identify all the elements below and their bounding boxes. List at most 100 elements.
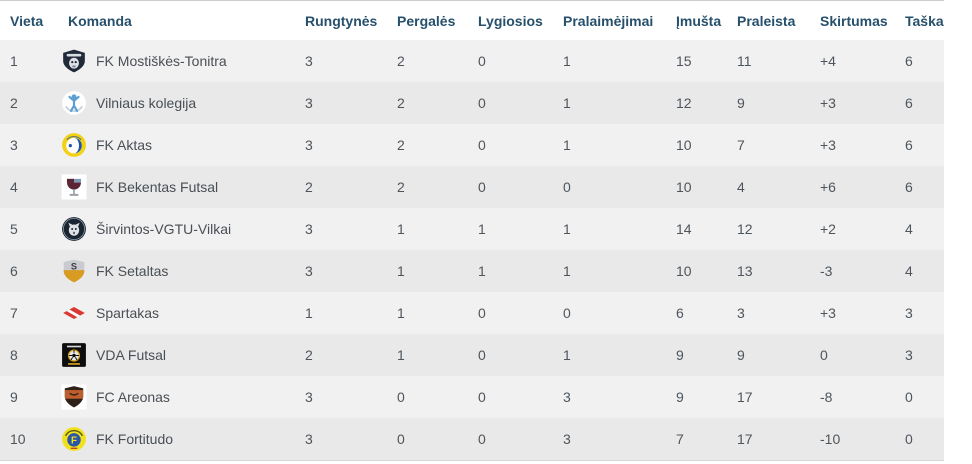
imusta-cell: 6	[676, 305, 684, 321]
rungtynes-cell: 3	[305, 389, 313, 405]
column-header-rungtynes: Rungtynės	[295, 0, 387, 40]
team-wrap: Spartakas	[61, 300, 295, 326]
taskai-cell: 6	[905, 53, 913, 69]
team-wrap: FC Areonas	[61, 384, 295, 410]
taskai-cell: 3	[905, 305, 913, 321]
pralaimejimai-cell: 3	[563, 389, 571, 405]
column-header-pralaimejimai: Pralaimėjimai	[553, 0, 666, 40]
column-header-komanda: Komanda	[58, 0, 295, 40]
praleista-cell: 13	[737, 263, 753, 279]
team-cell: FK Mostiškės-Tonitra	[58, 40, 295, 82]
imusta-cell: 10	[676, 137, 692, 153]
lygiosios-cell: 1	[478, 221, 486, 237]
lygiosios-cell: 0	[478, 431, 486, 447]
vieta-cell: 8	[10, 347, 18, 363]
taskai-cell: 6	[905, 95, 913, 111]
pralaimejimai-cell: 1	[563, 221, 571, 237]
table-row: 5 Širvintos-VGTU-Vilkai 3 1 1 1 14 12 +2 4	[0, 208, 944, 250]
taskai-cell: 0	[905, 431, 913, 447]
team-wrap: FK Mostiškės-Tonitra	[61, 48, 295, 74]
team-name: FK Fortitudo	[96, 431, 174, 447]
column-header-skirtumas: Skirtumas	[810, 0, 895, 40]
praleista-cell: 17	[737, 389, 753, 405]
skirtumas-cell: +3	[820, 137, 836, 153]
fk-bekentas-logo-icon	[61, 174, 87, 200]
column-header-imusta: Įmušta	[666, 0, 727, 40]
skirtumas-cell: 0	[820, 347, 828, 363]
rungtynes-cell: 3	[305, 137, 313, 153]
skirtumas-cell: -3	[820, 263, 833, 279]
fc-areonas-logo-icon	[61, 384, 87, 410]
pergales-cell: 1	[397, 263, 405, 279]
imusta-cell: 10	[676, 179, 692, 195]
column-header-vieta: Vieta	[0, 0, 58, 40]
pralaimejimai-cell: 3	[563, 431, 571, 447]
pergales-cell: 0	[397, 431, 405, 447]
vieta-cell: 1	[10, 53, 18, 69]
lygiosios-cell: 0	[478, 179, 486, 195]
praleista-cell: 3	[737, 305, 745, 321]
column-header-lygiosios: Lygiosios	[468, 0, 553, 40]
team-name: FK Mostiškės-Tonitra	[96, 53, 227, 69]
praleista-cell: 7	[737, 137, 745, 153]
pralaimejimai-cell: 0	[563, 305, 571, 321]
svg-text:F: F	[71, 436, 77, 447]
team-cell: Vilniaus kolegija	[58, 82, 295, 124]
taskai-cell: 0	[905, 389, 913, 405]
rungtynes-cell: 3	[305, 53, 313, 69]
team-cell: FK Aktas	[58, 124, 295, 166]
taskai-cell: 6	[905, 179, 913, 195]
column-header-taskai: Taškai	[895, 0, 944, 40]
team-name: FK Aktas	[96, 137, 153, 153]
table-row: 1 FK Mostiškės-Tonitra 3 2 0 1 15 11 +4 6	[0, 40, 944, 82]
imusta-cell: 10	[676, 263, 692, 279]
team-wrap: Širvintos-VGTU-Vilkai	[61, 216, 295, 242]
lygiosios-cell: 0	[478, 137, 486, 153]
vieta-cell: 4	[10, 179, 18, 195]
praleista-cell: 12	[737, 221, 753, 237]
team-wrap: FK Aktas	[61, 132, 295, 158]
table-row: 8 VDA Futsal 2 1 0 1 9 9 0 3	[0, 334, 944, 376]
table-row: 10 F FK Fortitudo 3 0 0 3 7 17 -10 0	[0, 418, 944, 461]
team-cell: VDA Futsal	[58, 334, 295, 376]
lygiosios-cell: 0	[478, 305, 486, 321]
table-row: 2 Vilniaus kolegija 3 2 0 1 12 9 +3 6	[0, 82, 944, 124]
column-header-pergales: Pergalės	[387, 0, 468, 40]
team-cell: S FK Setaltas	[58, 250, 295, 292]
header-row: Vieta Komanda Rungtynės Pergalės Lygiosios Pr…	[0, 0, 944, 40]
rungtynes-cell: 3	[305, 263, 313, 279]
table-row: 4 FK Bekentas Futsal 2 2 0 0 10 4 +6 6	[0, 166, 944, 208]
pergales-cell: 2	[397, 179, 405, 195]
rungtynes-cell: 2	[305, 179, 313, 195]
standings-body: 1 FK Mostiškės-Tonitra 3 2 0 1 15 11 +4 6 2 Vilniau…	[0, 40, 944, 461]
praleista-cell: 9	[737, 347, 745, 363]
fk-fortitudo-logo-icon: F	[61, 426, 87, 452]
rungtynes-cell: 2	[305, 347, 313, 363]
skirtumas-cell: +3	[820, 305, 836, 321]
team-name: Širvintos-VGTU-Vilkai	[96, 221, 232, 237]
team-name: VDA Futsal	[96, 347, 167, 363]
team-wrap: S FK Setaltas	[61, 258, 295, 284]
team-cell: Spartakas	[58, 292, 295, 334]
league-standings-table: Vieta Komanda Rungtynės Pergalės Lygiosios Pr…	[0, 0, 944, 461]
table-row: 3 FK Aktas 3 2 0 1 10 7 +3 6	[0, 124, 944, 166]
pralaimejimai-cell: 1	[563, 263, 571, 279]
skirtumas-cell: +2	[820, 221, 836, 237]
skirtumas-cell: -8	[820, 389, 833, 405]
pergales-cell: 1	[397, 221, 405, 237]
team-name: FK Setaltas	[96, 263, 169, 279]
skirtumas-cell: +4	[820, 53, 836, 69]
pergales-cell: 1	[397, 347, 405, 363]
vda-futsal-logo-icon	[61, 342, 87, 368]
rungtynes-cell: 3	[305, 431, 313, 447]
taskai-cell: 4	[905, 263, 913, 279]
taskai-cell: 4	[905, 221, 913, 237]
rungtynes-cell: 3	[305, 221, 313, 237]
imusta-cell: 9	[676, 347, 684, 363]
table-row: 7 Spartakas 1 1 0 0 6 3 +3 3	[0, 292, 944, 334]
table-row: 6 S FK Setaltas 3 1 1 1 10 13 -3 4	[0, 250, 944, 292]
team-wrap: FK Bekentas Futsal	[61, 174, 295, 200]
pergales-cell: 2	[397, 53, 405, 69]
skirtumas-cell: +3	[820, 95, 836, 111]
praleista-cell: 11	[737, 53, 752, 69]
